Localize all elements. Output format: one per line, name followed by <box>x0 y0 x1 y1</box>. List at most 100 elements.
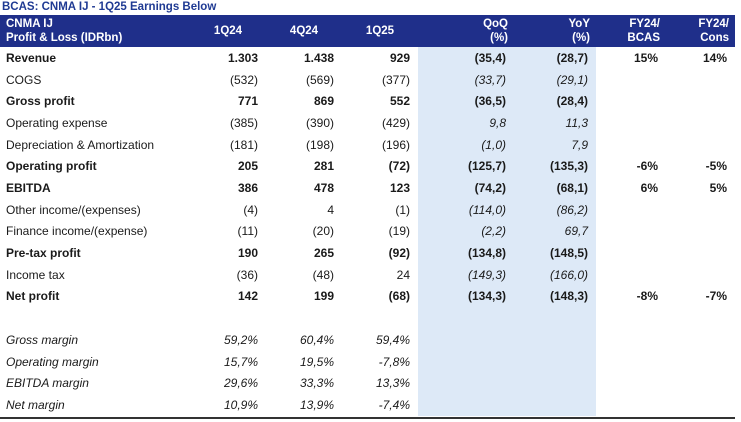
table-row: Net margin 10,9% 13,9% -7,4% <box>0 394 735 416</box>
cell-label: EBITDA margin <box>6 376 89 391</box>
header-yoy-line1: YoY <box>568 18 590 30</box>
cell-yoy: (29,1) <box>514 68 596 91</box>
cell-yoy: (166,0) <box>514 263 596 286</box>
cell-yoy: (148,5) <box>514 242 596 264</box>
cell-fy-bcas <box>596 69 666 91</box>
header-4q24: 4Q24 <box>266 15 342 47</box>
header-yoy-line2: (%) <box>572 32 590 44</box>
cell-qoq: (74,2) <box>418 177 514 199</box>
cell-fy-bcas <box>596 307 666 329</box>
cell-fy-bcas <box>596 112 666 134</box>
cell-label: Finance income/(expense) <box>6 224 148 239</box>
cell-label: Depreciation & Amortization <box>6 137 155 152</box>
cell-q1: (181) <box>229 137 258 152</box>
cell-q2: 281 <box>313 159 334 174</box>
cell-qoq: (2,2) <box>418 220 514 243</box>
cell-fy-cons <box>666 242 735 264</box>
cell-yoy <box>514 307 596 330</box>
cell-fy-cons: -7% <box>705 289 727 304</box>
cell-yoy <box>514 329 596 351</box>
cell-yoy: (68,1) <box>514 177 596 199</box>
cell-q2: 478 <box>313 180 334 195</box>
cell-q2: 265 <box>313 246 334 261</box>
cell-q2: 60,4% <box>299 333 334 348</box>
cell-q1: (532) <box>229 72 258 87</box>
header-fy-bcas-line1: FY24/ <box>629 18 660 30</box>
table-row: COGS (532) (569) (377) (33,7) (29,1) <box>0 68 735 91</box>
cell-yoy: (135,3) <box>514 155 596 178</box>
cell-fy-cons: 5% <box>709 180 727 195</box>
cell-yoy <box>514 372 596 395</box>
cell-qoq: (33,7) <box>418 68 514 91</box>
cell-q3: 929 <box>389 50 410 65</box>
cell-q1: (385) <box>229 115 258 130</box>
cell-qoq: (114,0) <box>418 198 514 221</box>
cell-label: Net profit <box>6 289 60 304</box>
cell-yoy <box>514 350 596 373</box>
header-label: CNMA IJ Profit & Loss (IDRbn) <box>0 15 190 47</box>
cell-q2: (48) <box>312 267 334 282</box>
cell-fy-cons <box>666 351 735 373</box>
cell-fy-cons <box>666 264 735 286</box>
cell-fy-cons <box>666 112 735 134</box>
table-row: Finance income/(expense) (11) (20) (19) (2,2… <box>0 220 735 243</box>
cell-q2: 869 <box>313 94 334 109</box>
cell-fy-cons: 14% <box>702 50 727 65</box>
cell-fy-bcas <box>596 242 666 264</box>
table-row: Pre-tax profit 190 265 (92) (134,8) (148,5) <box>0 242 735 264</box>
cell-q1: 771 <box>237 94 258 109</box>
table-row: EBITDA margin 29,6% 33,3% 13,3% <box>0 372 735 395</box>
table-row: Depreciation & Amortization (181) (198) (19… <box>0 133 735 156</box>
cell-q2: 19,5% <box>299 354 334 369</box>
cell-fy-bcas: -8% <box>636 289 658 304</box>
table-bottom-rule <box>0 417 735 419</box>
cell-q3: (196) <box>381 137 410 152</box>
cell-label: Other income/(expenses) <box>6 202 141 217</box>
cell-fy-bcas <box>596 264 666 286</box>
cell-qoq <box>418 372 514 395</box>
cell-label: Operating margin <box>6 354 99 369</box>
cell-q3: (68) <box>388 289 410 304</box>
cell-qoq: (134,8) <box>418 242 514 264</box>
table-row: EBITDA 386 478 123 (74,2) (68,1) 6% 5% <box>0 177 735 199</box>
cell-label: Operating profit <box>6 159 97 174</box>
cell-yoy: (86,2) <box>514 198 596 221</box>
cell-q1: 142 <box>237 289 258 304</box>
cell-q1: (11) <box>237 224 258 239</box>
cell-fy-bcas <box>596 199 666 221</box>
cell-yoy: 7,9 <box>514 133 596 156</box>
table-row: Revenue 1.303 1.438 929 (35,4) (28,7) 15% 14% <box>0 47 735 69</box>
header-subtitle: Profit & Loss (IDRbn) <box>6 32 123 44</box>
cell-q2: 33,3% <box>299 376 334 391</box>
cell-yoy: (28,7) <box>514 47 596 69</box>
cell-q2: (198) <box>305 137 334 152</box>
cell-q3: 13,3% <box>375 376 410 391</box>
cell-q3: 123 <box>389 180 410 195</box>
cell-qoq: (35,4) <box>418 47 514 69</box>
cell-label: Gross profit <box>6 94 75 109</box>
cell-fy-bcas: -6% <box>636 159 658 174</box>
cell-label: Revenue <box>6 50 57 65</box>
cell-fy-cons <box>666 307 735 329</box>
header-fy-cons: FY24/ Cons <box>666 15 735 47</box>
cell-q1: 29,6% <box>223 376 258 391</box>
cell-q3: (19) <box>388 224 410 239</box>
cell-q2: 13,9% <box>299 398 334 413</box>
table-row: Gross profit 771 869 552 (36,5) (28,4) <box>0 90 735 113</box>
header-fy-cons-line2: Cons <box>700 32 729 44</box>
cell-fy-bcas <box>596 90 666 112</box>
cell-qoq <box>418 307 514 330</box>
cell-q1: 59,2% <box>223 333 258 348</box>
cell-qoq: (1,0) <box>418 133 514 156</box>
cell-q3: -7,4% <box>378 398 410 413</box>
cell-q1: (4) <box>243 202 258 217</box>
pnl-table: CNMA IJ Profit & Loss (IDRbn) 1Q24 4Q24 … <box>0 15 735 416</box>
header-yoy: YoY (%) <box>514 15 596 47</box>
cell-q3: 59,4% <box>375 333 410 348</box>
table-row: Net profit 142 199 (68) (134,3) (148,3) -8% -7% <box>0 285 735 308</box>
cell-q1: 10,9% <box>223 398 258 413</box>
cell-yoy: (28,4) <box>514 90 596 113</box>
cell-q1: (36) <box>236 267 258 282</box>
cell-q3: 552 <box>389 94 410 109</box>
header-1q24: 1Q24 <box>190 15 266 47</box>
